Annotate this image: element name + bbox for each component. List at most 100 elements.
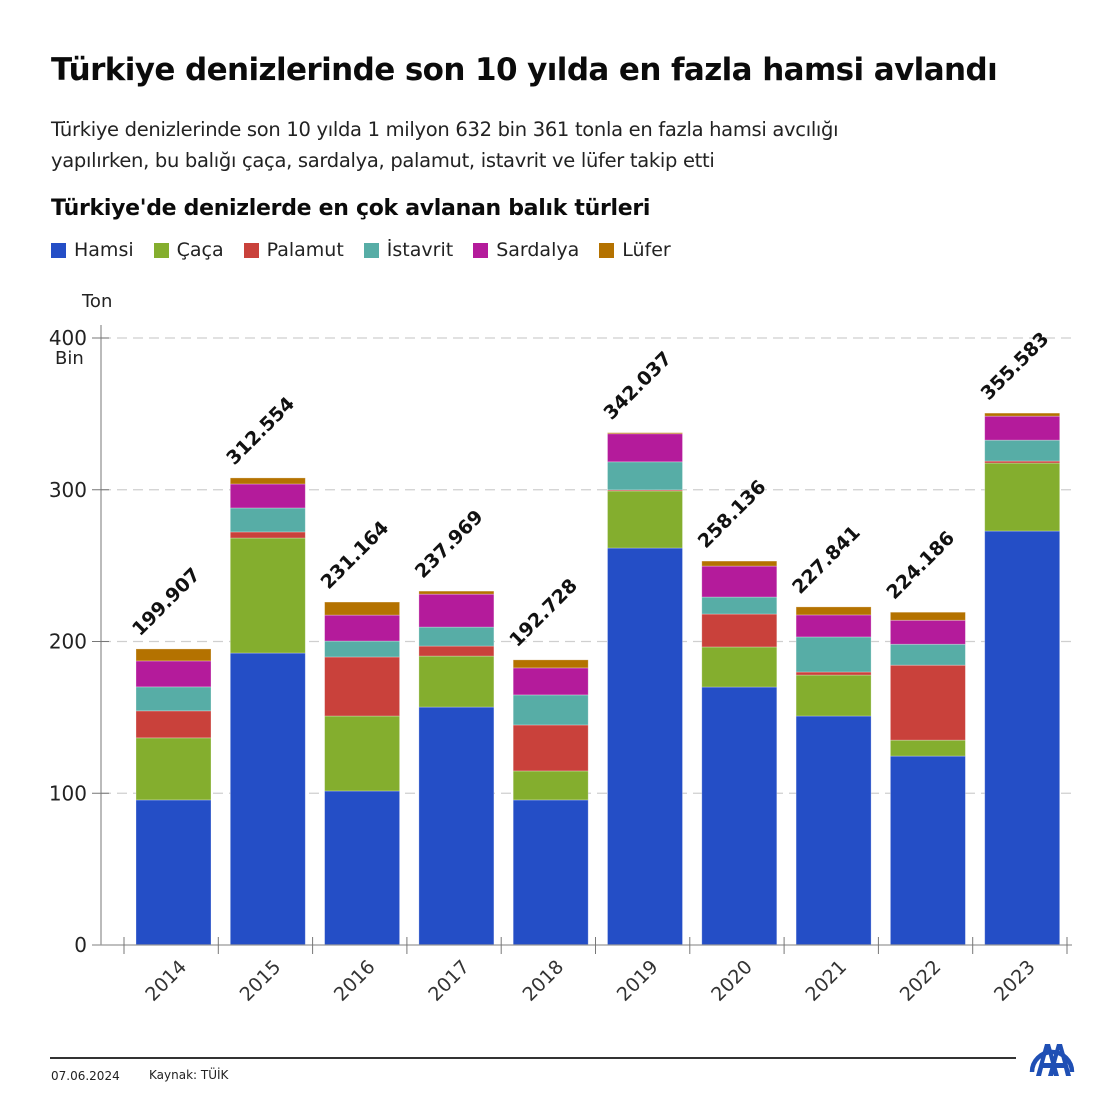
bar-segment-sardalya <box>512 667 589 696</box>
bar-segment-i̇stavrit <box>890 643 966 666</box>
legend-label: İstavrit <box>386 239 454 261</box>
bar-segment-hamsi <box>324 790 401 946</box>
chart-legend: Hamsi Çaça Palamut İstavrit Sardalya Lüfer <box>51 239 691 261</box>
x-tick-label: 2018 <box>518 956 568 1006</box>
legend-item-1: Çaça <box>153 239 224 261</box>
y-axis-unit-label: Ton <box>82 291 113 312</box>
bar-segment-lüfer <box>324 601 401 616</box>
bar-total-label: 231.164 <box>317 517 394 594</box>
y-tick-label: 0 <box>74 933 87 957</box>
bar-segment-hamsi <box>135 799 212 946</box>
legend-label: Hamsi <box>74 239 134 261</box>
y-tick-label: 400 <box>49 326 87 350</box>
subtitle-line-2: yapılırken, bu balığı çaça, sardalya, pa… <box>51 149 715 172</box>
legend-swatch-icon <box>51 242 66 258</box>
legend-item-2: Palamut <box>243 239 344 261</box>
bar-total-label: 199.907 <box>128 564 205 641</box>
bar-segment-lüfer <box>512 659 589 669</box>
bar-segment-palamut <box>135 710 212 739</box>
bar-segment-sardalya <box>607 433 683 463</box>
bar-segment-hamsi <box>795 715 872 946</box>
page-subtitle: Türkiye denizlerinde son 10 yılda 1 mily… <box>51 114 1011 176</box>
bar-segment-sardalya <box>795 614 872 638</box>
bar-segment-hamsi <box>984 530 1061 946</box>
x-tick-label: 2017 <box>424 956 474 1006</box>
aa-logo-icon <box>1029 1044 1075 1076</box>
y-tick-label: 300 <box>49 478 87 502</box>
bar-total-label: 258.136 <box>694 476 771 553</box>
legend-swatch-icon <box>363 242 379 258</box>
bar-segment-çaça <box>418 655 495 708</box>
bar-segment-i̇stavrit <box>512 694 589 726</box>
bar-total-label: 342.037 <box>599 347 676 424</box>
bar-segment-çaça <box>795 674 872 717</box>
legend-item-3: İstavrit <box>363 239 454 261</box>
bar-segment-sardalya <box>984 415 1061 441</box>
bar-segment-sardalya <box>890 619 966 645</box>
y-tick-label: 100 <box>49 781 87 805</box>
bar-segment-palamut <box>229 531 306 539</box>
bar-total-label: 237.969 <box>411 506 488 583</box>
bar-total-label: 312.554 <box>222 393 299 470</box>
legend-label: Çaça <box>176 239 224 261</box>
legend-item-5: Lüfer <box>599 239 671 261</box>
bar-segment-i̇stavrit <box>607 461 683 491</box>
bar-segment-lüfer <box>418 590 495 595</box>
bar-segment-palamut <box>324 656 401 717</box>
legend-label: Sardalya <box>496 239 580 261</box>
bar-segment-palamut <box>701 613 778 648</box>
bar-segment-lüfer <box>795 606 872 616</box>
bar-segment-lüfer <box>701 560 778 567</box>
y-tick-label: 200 <box>49 630 87 654</box>
bar-segment-palamut <box>512 724 589 772</box>
legend-swatch-icon <box>243 242 259 258</box>
bar-total-label: 224.186 <box>882 527 959 604</box>
bar-segment-palamut <box>795 671 872 676</box>
bar-segment-i̇stavrit <box>701 596 778 615</box>
x-tick-label: 2023 <box>990 956 1040 1006</box>
legend-label: Palamut <box>266 239 344 261</box>
bar-segment-hamsi <box>701 686 778 946</box>
bar-segment-lüfer <box>135 648 212 662</box>
bar-segment-hamsi <box>607 547 683 946</box>
bar-segment-hamsi <box>229 652 306 946</box>
bar-segment-lüfer <box>890 611 966 621</box>
bar-segment-çaça <box>324 715 401 792</box>
bar-segment-lüfer <box>984 412 1061 417</box>
bar-segment-sardalya <box>229 483 306 509</box>
footer-divider <box>50 1057 1016 1059</box>
bar-segment-çaça <box>984 462 1061 532</box>
bar-segment-lüfer <box>607 432 683 435</box>
legend-label: Lüfer <box>622 239 671 261</box>
bar-segment-i̇stavrit <box>229 507 306 533</box>
bar-segment-i̇stavrit <box>324 640 401 658</box>
legend-item-4: Sardalya <box>473 239 579 261</box>
x-tick-label: 2021 <box>801 956 851 1006</box>
legend-swatch-icon <box>473 242 489 258</box>
bar-segment-i̇stavrit <box>135 686 212 712</box>
stacked-bar-chart: 0 100 200 300 400 199.907 2014 312.554 2015 231.1… <box>49 325 1072 1006</box>
bar-segment-çaça <box>890 739 966 757</box>
x-tick-label: 2020 <box>707 956 757 1006</box>
bar-segment-sardalya <box>701 565 778 598</box>
bar-total-label: 355.583 <box>977 328 1054 405</box>
bar-segment-hamsi <box>890 755 966 946</box>
subtitle-line-1: Türkiye denizlerinde son 10 yılda 1 mily… <box>51 118 839 141</box>
bar-segment-i̇stavrit <box>795 636 872 673</box>
bar-segment-i̇stavrit <box>418 626 495 647</box>
legend-swatch-icon <box>599 242 615 258</box>
chart-title: Türkiye'de denizlerde en çok avlanan bal… <box>51 196 651 221</box>
bar-segment-çaça <box>512 770 589 801</box>
bar-total-label: 192.728 <box>505 575 582 652</box>
bar-segment-i̇stavrit <box>984 439 1061 462</box>
bar-segment-palamut <box>418 645 495 657</box>
footer-source: Kaynak: TÜİK <box>149 1068 229 1082</box>
x-tick-label: 2016 <box>330 956 380 1006</box>
legend-item-0: Hamsi <box>51 239 134 261</box>
legend-swatch-icon <box>153 242 169 258</box>
page-title: Türkiye denizlerinde son 10 yılda en faz… <box>51 52 998 88</box>
x-tick-label: 2019 <box>613 956 663 1006</box>
y-axis-unit-suffix: Bin <box>55 348 84 369</box>
bar-segment-hamsi <box>418 706 495 946</box>
bar-total-label: 227.841 <box>788 522 865 599</box>
